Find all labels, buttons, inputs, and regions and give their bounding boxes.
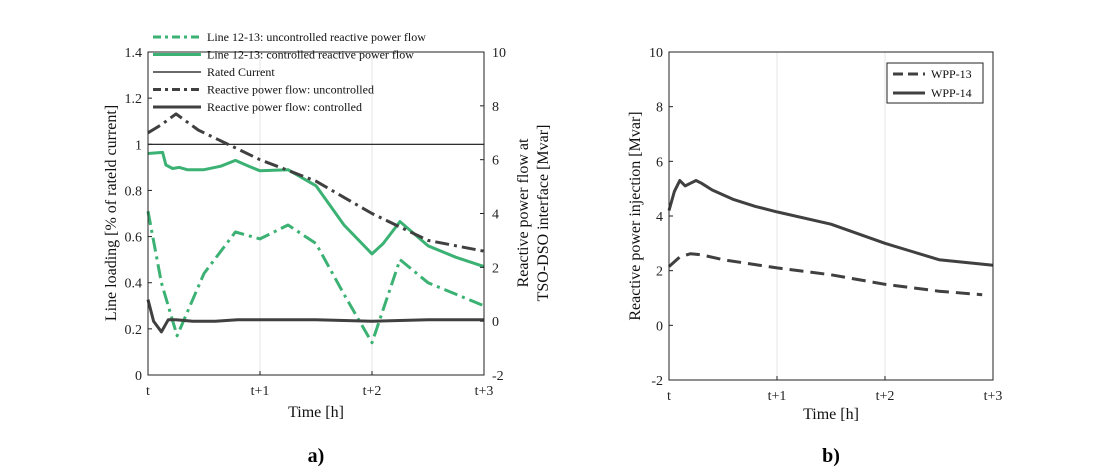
y-right-tick-label-2: 2 [492, 261, 499, 276]
y-right-tick-label-4: 6 [492, 154, 499, 169]
panel-a-xlabel: Time [h] [288, 404, 344, 421]
legend-label-2: Rated Current [207, 65, 275, 79]
series-line-0 [146, 210, 485, 345]
legend-label-1: Line 12-13: controlled reactive power fl… [207, 48, 414, 62]
series-line-3 [147, 112, 485, 253]
x-tick-label-2: t+2 [876, 389, 895, 404]
y-right-tick-label-5: 8 [492, 100, 499, 115]
legend-label-3: Reactive power flow: uncontrolled [207, 83, 374, 97]
x-tick-label-2: t+2 [363, 384, 382, 399]
y-left-tick-label-5: 1 [135, 138, 142, 153]
y-left-tick-label-0: 0 [135, 369, 142, 384]
legend-label-4: Reactive power flow: controlled [207, 100, 362, 114]
panel-b: t t+1 t+2 t+3 -2 0 2 4 6 8 10 Time [h] Reactive po… [627, 46, 1002, 467]
x-tick-label-1: t+1 [251, 384, 270, 399]
y-tick-label-0: -2 [651, 374, 663, 389]
y-tick-label-4: 6 [656, 155, 663, 170]
x-tick-label-3: t+3 [984, 389, 1003, 404]
y-right-tick-label-0: -2 [492, 369, 504, 384]
y-tick-label-6: 10 [649, 46, 663, 61]
y-left-tick-label-2: 0.4 [125, 277, 143, 292]
x-tick-label-3: t+3 [475, 384, 494, 399]
panel-a-lines [146, 112, 485, 345]
panel-b-grid [776, 52, 886, 380]
x-tick-label-0: t [667, 389, 671, 404]
series-line-1 [147, 150, 485, 269]
panel-a-ylabel-left: Line loading [% of rateld current] [103, 105, 120, 321]
y-left-tick-label-4: 0.8 [125, 184, 143, 199]
legend-box [886, 62, 984, 104]
y-right-tick-label-3: 4 [492, 208, 499, 223]
y-right-tick-label-6: 10 [492, 46, 506, 61]
x-tick-label-1: t+1 [768, 389, 787, 404]
panel-a-label: a) [308, 445, 325, 467]
y-left-tick-label-3: 0.6 [125, 231, 143, 246]
y-left-tick-label-6: 1.2 [125, 92, 143, 107]
panel-b-ticks: t t+1 t+2 t+3 -2 0 2 4 6 8 10 [649, 46, 1002, 404]
panel-b-label: b) [822, 445, 840, 467]
legend-label-0: Line 12-13: uncontrolled reactive power … [207, 30, 426, 44]
panel-b-xlabel: Time [h] [803, 406, 859, 423]
panel-b-lines [667, 179, 994, 297]
panel-a-ylabel-right-line1: Reactive power flow at [515, 138, 532, 287]
panel-a-ylabel-right-line2: TSO-DSO interface [Mvar] [535, 125, 552, 302]
y-tick-label-2: 2 [656, 265, 663, 280]
panel-a-ticks: t t+1 t+2 t+3 0 0.2 0.4 0.6 0.8 1 1.2 1.4 -2 0 2 4 6 8 10 [125, 46, 507, 399]
y-right-tick-label-1: 0 [492, 315, 499, 330]
series-line-0 [668, 252, 983, 297]
legend-label-0: WPP-13 [931, 67, 972, 81]
series-line-4 [146, 299, 484, 334]
panel-a: t t+1 t+2 t+300.20.40.60.811.21.4-20246810 … [103, 30, 552, 467]
y-left-tick-label-1: 0.2 [125, 323, 143, 338]
legend-label-1: WPP-14 [931, 86, 972, 100]
y-tick-label-3: 4 [656, 210, 663, 225]
panel-b-ylabel: Reactive power injection [Mvar] [627, 111, 644, 320]
y-left-tick-label-7: 1.4 [125, 46, 143, 61]
y-tick-label-1: 0 [656, 319, 663, 334]
y-tick-label-5: 8 [656, 101, 663, 116]
x-tick-label-0: t [146, 384, 150, 399]
panel-b-legend: WPP-13 WPP-14 [886, 62, 984, 104]
series-line-1 [667, 179, 994, 267]
panel-a-legend: Line 12-13: uncontrolled reactive power … [153, 30, 426, 114]
